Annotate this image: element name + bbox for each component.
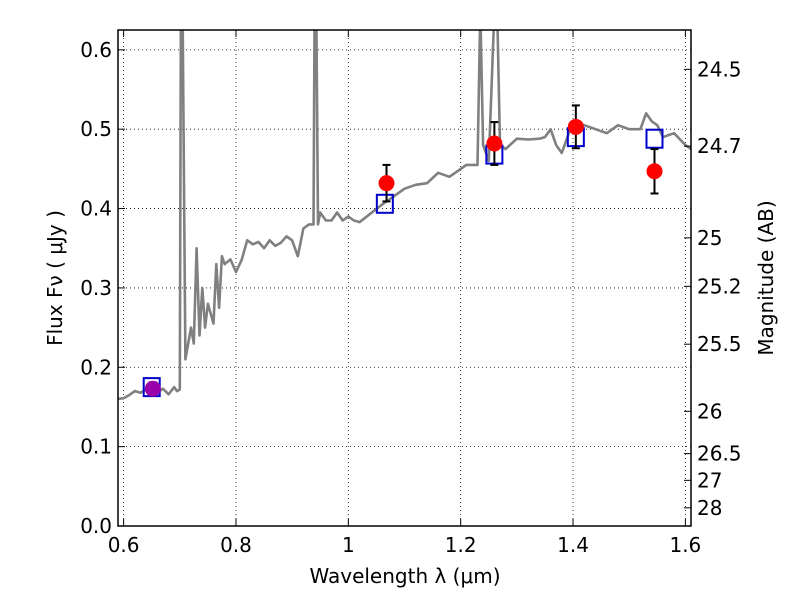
model-spectrum-line: [118, 30, 691, 401]
mag-tick-label: 24.5: [697, 57, 742, 81]
y-tick-label: 0.3: [80, 276, 112, 300]
observed-flux-point: [646, 163, 663, 180]
observed-flux-point: [144, 380, 161, 397]
x-tick-label: 1.4: [557, 533, 589, 557]
axis-ticks: 0.6 0.8 1 1.2 1.4 1.6 0.0 0.1 0.2 0.3 0.4 0.5 0.6 24.…: [80, 30, 742, 557]
mag-tick-label: 24.7: [697, 134, 742, 158]
grid: [118, 30, 691, 526]
plot-area: [118, 30, 691, 401]
y-tick-label: 0.0: [80, 514, 112, 538]
mag-tick-label: 26: [697, 399, 722, 423]
y-axis-title: Flux Fν ( μJy ): [43, 210, 67, 346]
y-tick-label: 0.2: [80, 355, 112, 379]
x-tick-label: 0.6: [108, 533, 140, 557]
x-tick-label: 1: [342, 533, 355, 557]
mag-tick-label: 25.5: [697, 332, 742, 356]
x-tick-label: 1.6: [669, 533, 701, 557]
mag-tick-label: 27: [697, 468, 722, 492]
mag-tick-label: 26.5: [697, 442, 742, 466]
x-tick-label: 1.2: [445, 533, 477, 557]
model-photometry-square: [375, 193, 394, 214]
x-axis-title: Wavelength λ (μm): [309, 564, 500, 588]
y-tick-label: 0.1: [80, 435, 112, 459]
plot-frame: [117, 29, 692, 527]
observed-flux-point: [378, 175, 395, 192]
mag-tick-label: 25: [697, 226, 722, 250]
y-tick-label: 0.4: [80, 197, 112, 221]
x-tick-label: 0.8: [220, 533, 252, 557]
observed-flux-point: [567, 118, 584, 135]
y2-axis-title: Magnitude (AB): [754, 200, 778, 355]
mag-tick-label: 28: [697, 496, 722, 520]
y-tick-label: 0.5: [80, 117, 112, 141]
observed-flux-point: [486, 135, 503, 152]
y-tick-label: 0.6: [80, 38, 112, 62]
model-photometry-square: [645, 128, 664, 149]
mag-tick-label: 25.2: [697, 274, 742, 298]
